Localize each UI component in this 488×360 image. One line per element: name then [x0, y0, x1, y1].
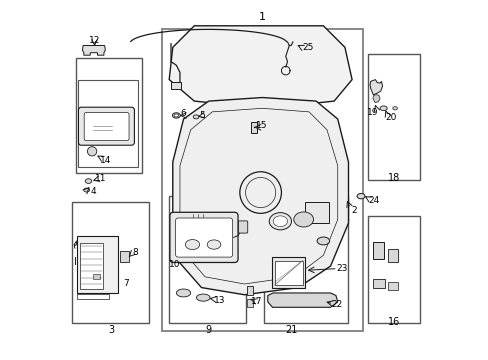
Bar [250, 122, 257, 134]
Bar [387, 249, 397, 262]
Bar [76, 58, 142, 173]
Polygon shape [369, 80, 382, 95]
Bar [247, 300, 253, 307]
Ellipse shape [273, 216, 287, 226]
Bar [72, 202, 149, 323]
Ellipse shape [392, 107, 397, 110]
Text: 22: 22 [330, 300, 342, 309]
Polygon shape [172, 98, 348, 295]
Bar [185, 213, 212, 230]
Text: 16: 16 [387, 317, 400, 327]
Text: 10: 10 [168, 260, 180, 269]
FancyBboxPatch shape [84, 113, 129, 140]
Ellipse shape [207, 240, 221, 249]
Bar [367, 216, 419, 323]
Bar [372, 242, 383, 259]
Text: 24: 24 [367, 195, 379, 204]
Polygon shape [372, 95, 379, 103]
Ellipse shape [83, 188, 89, 192]
Text: 14: 14 [100, 156, 111, 165]
Bar [247, 286, 253, 296]
Ellipse shape [172, 113, 180, 118]
Text: 25: 25 [302, 43, 313, 52]
Ellipse shape [293, 212, 313, 227]
Text: 12: 12 [89, 36, 100, 45]
Text: 3: 3 [108, 325, 115, 335]
Bar [305, 202, 328, 223]
Bar [78, 80, 138, 167]
Bar [169, 196, 246, 323]
Text: 17: 17 [251, 297, 262, 306]
FancyBboxPatch shape [175, 218, 232, 257]
Bar [264, 196, 348, 323]
Text: 20: 20 [385, 113, 396, 122]
Bar [372, 279, 385, 288]
Ellipse shape [269, 213, 291, 230]
Text: 11: 11 [95, 175, 106, 184]
Ellipse shape [85, 179, 92, 183]
Text: 8: 8 [132, 248, 138, 257]
Polygon shape [267, 293, 337, 307]
Bar [93, 274, 100, 279]
Text: 1: 1 [259, 12, 265, 22]
FancyBboxPatch shape [238, 221, 247, 233]
Ellipse shape [356, 193, 364, 199]
FancyBboxPatch shape [78, 107, 134, 145]
Polygon shape [169, 26, 351, 108]
Text: 19: 19 [366, 108, 378, 117]
Text: 7: 7 [123, 279, 129, 288]
Bar [80, 243, 102, 289]
Text: 4: 4 [90, 187, 96, 196]
Ellipse shape [379, 106, 386, 111]
Bar [272, 257, 304, 288]
Ellipse shape [317, 237, 329, 245]
Text: 15: 15 [255, 121, 266, 130]
Ellipse shape [176, 289, 190, 297]
Text: 21: 21 [285, 325, 297, 335]
Bar [77, 235, 118, 293]
Bar [77, 294, 109, 299]
Bar [274, 261, 302, 285]
Text: 23: 23 [336, 264, 347, 273]
Ellipse shape [185, 239, 199, 249]
Ellipse shape [193, 115, 199, 119]
Text: 9: 9 [205, 325, 211, 335]
Polygon shape [82, 45, 105, 55]
Ellipse shape [174, 114, 178, 117]
Bar [120, 251, 128, 262]
Text: 18: 18 [387, 173, 400, 183]
FancyBboxPatch shape [169, 212, 238, 262]
Text: 5: 5 [199, 111, 204, 120]
Ellipse shape [196, 294, 210, 301]
Text: 13: 13 [213, 296, 224, 305]
Bar [387, 282, 397, 290]
Circle shape [87, 147, 97, 156]
Text: 2: 2 [350, 206, 356, 215]
Bar [171, 82, 181, 89]
Text: 6: 6 [180, 109, 186, 118]
Bar [162, 30, 362, 330]
Bar [367, 54, 419, 180]
